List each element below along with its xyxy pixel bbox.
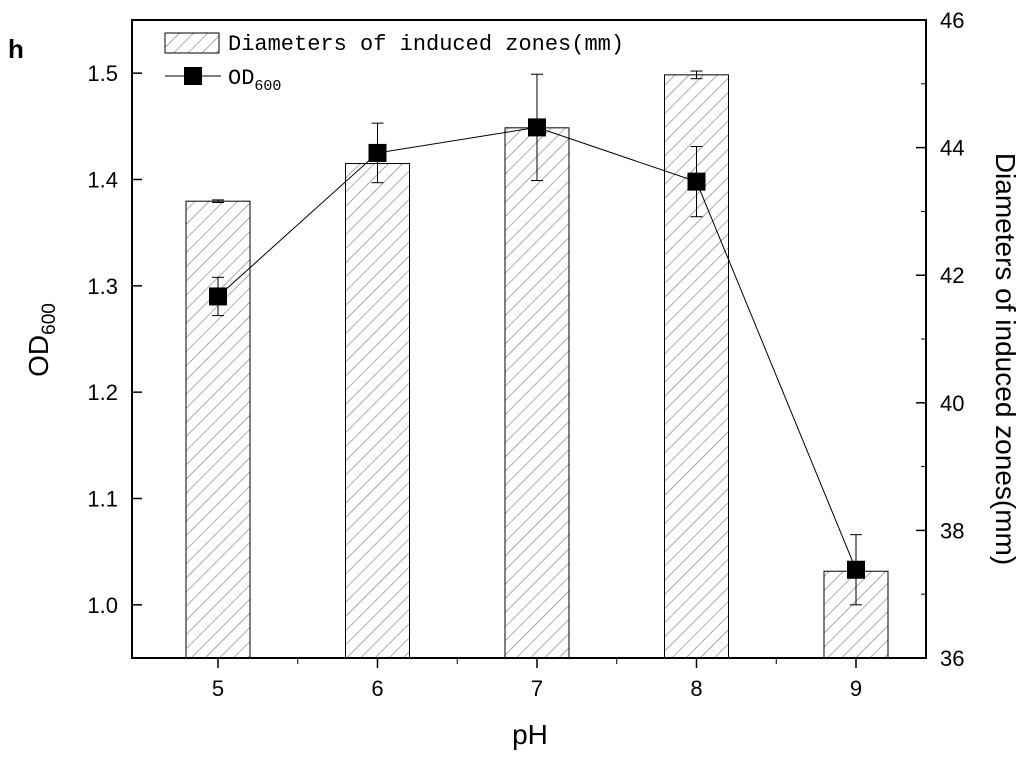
x-axis-ticks: 5 6 7 8 9 (212, 658, 862, 701)
right-tick-label-42: 42 (940, 263, 964, 288)
left-tick-label-1.4: 1.4 (87, 168, 118, 193)
x-tick-label-7: 7 (531, 676, 543, 701)
left-axis-title-base: OD (23, 335, 54, 377)
x-axis-title: pH (512, 719, 548, 750)
legend-line-label-base: OD (228, 66, 254, 91)
od600-point-7 (528, 118, 546, 137)
left-tick-label-1.5: 1.5 (87, 61, 118, 86)
bar-errors-layer (212, 70, 703, 203)
bar-5 (185, 200, 251, 659)
left-axis-title: OD600 (23, 303, 60, 377)
bar-6 (345, 163, 410, 659)
od600-point-6 (368, 143, 387, 162)
od600-point-8 (687, 172, 706, 191)
left-tick-label-1.1: 1.1 (87, 487, 118, 512)
legend-square-marker (184, 67, 202, 85)
od600-point-5 (209, 287, 227, 306)
left-tick-label-1.2: 1.2 (87, 380, 118, 405)
x-tick-label-6: 6 (371, 676, 383, 701)
right-tick-label-40: 40 (940, 391, 964, 416)
left-tick-label-1.0: 1.0 (87, 593, 118, 618)
od600-point-9 (847, 560, 865, 579)
left-axis-ticks: 1.0 1.1 1.2 1.3 1.4 1.5 (87, 61, 142, 618)
x-tick-label-5: 5 (212, 676, 224, 701)
right-axis-title: Diameters of induced zones(mm) (990, 153, 1021, 565)
right-tick-label-44: 44 (940, 136, 964, 161)
left-axis-title-sub: 600 (39, 303, 60, 335)
right-axis-ticks: 36 38 40 42 44 46 (916, 8, 964, 671)
legend: Diameters of induced zones(mm) OD600 (164, 32, 624, 95)
panel-label: h (8, 34, 24, 64)
legend-bar-swatch (164, 32, 220, 54)
bar-7 (504, 127, 570, 659)
right-tick-label-38: 38 (940, 518, 964, 543)
legend-bar-label: Diameters of induced zones(mm) (228, 32, 624, 57)
od600-line-layer (209, 73, 865, 606)
legend-line-label-sub: 600 (254, 78, 281, 95)
x-tick-label-8: 8 (690, 676, 702, 701)
right-tick-label-46: 46 (940, 8, 964, 33)
left-tick-label-1.3: 1.3 (87, 274, 118, 299)
legend-line-label: OD600 (228, 66, 281, 95)
right-tick-label-36: 36 (940, 646, 964, 671)
x-tick-label-9: 9 (850, 676, 862, 701)
